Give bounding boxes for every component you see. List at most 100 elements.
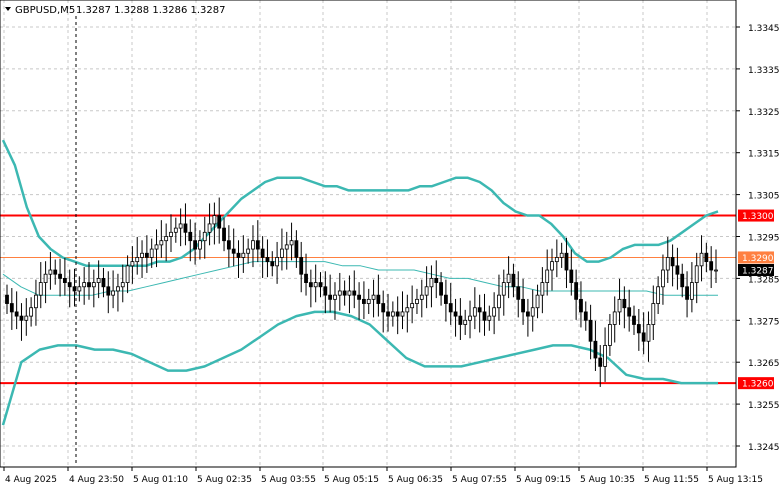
candle-body (516, 286, 521, 300)
candle-body (178, 223, 183, 229)
candle-body (689, 282, 694, 300)
candle-body (159, 240, 164, 246)
candle-body (583, 311, 588, 321)
candle-body (632, 315, 636, 325)
candle-body (318, 282, 323, 288)
candle-body (665, 257, 670, 271)
plot-frame (0, 0, 737, 468)
candle-body (140, 252, 144, 258)
candle-body (656, 286, 661, 304)
candle-body (323, 286, 328, 296)
candle-body (574, 282, 579, 300)
candle-body (661, 269, 665, 288)
candle-body (400, 311, 405, 317)
candle-body (352, 290, 357, 296)
price-tick-label: 1.3305 (748, 192, 780, 202)
candle-body (550, 261, 554, 271)
time-tick-label: 5 Aug 09:15 (516, 475, 571, 485)
candle-body (593, 340, 598, 359)
candle-body (87, 282, 91, 288)
candle-body (535, 294, 540, 309)
candle-body (458, 315, 463, 325)
candle-body (439, 282, 443, 296)
candle-body (347, 290, 352, 296)
candle-body (463, 319, 468, 325)
current-price-tag (738, 264, 774, 277)
price-axis[interactable]: 1.3345 1.3335 1.3325 1.3315 1.3305 1.3295 1.32… (736, 24, 780, 453)
candle-body (212, 215, 217, 225)
candle-body (434, 277, 439, 283)
candle-body (641, 332, 646, 342)
level-price-label: 1.3300 (742, 212, 774, 222)
candle-body (106, 286, 111, 296)
candle-body (19, 315, 24, 321)
candle-body (410, 303, 415, 309)
candle-body (487, 315, 492, 321)
candle-body (622, 298, 627, 309)
candle-body (670, 257, 675, 267)
candle-body (96, 277, 101, 283)
candle-body (390, 311, 395, 317)
time-tick-label: 5 Aug 06:35 (388, 475, 443, 485)
candle-body (173, 227, 178, 233)
level-price-tag (738, 377, 774, 390)
bollinger-bands (1, 139, 719, 426)
candle-body (554, 257, 559, 263)
time-tick-label: 5 Aug 02:35 (197, 475, 252, 485)
candle-body (627, 307, 632, 317)
candle-body (5, 294, 9, 304)
candle-body (9, 303, 14, 313)
candle-body (419, 294, 424, 300)
candle-body (342, 290, 347, 296)
candle-body (207, 223, 212, 233)
candle-body (337, 290, 342, 296)
price-tick-label: 1.3285 (748, 275, 780, 285)
level-price-tag (738, 251, 774, 264)
horizontal-levels[interactable]: 1.3300 1.3290 1.3260 1.3287 (0, 209, 774, 390)
candle-body (77, 286, 82, 292)
candle-body (43, 273, 48, 283)
bollinger-middle-line (2, 261, 718, 296)
candle-body (699, 252, 704, 267)
candle-body (675, 265, 680, 275)
candle-body (144, 252, 149, 258)
candle-body (588, 319, 593, 342)
candle-body (164, 236, 169, 242)
candle-body (564, 252, 569, 271)
candle-body (34, 294, 38, 309)
candle-body (598, 357, 603, 367)
candle-body (646, 324, 651, 342)
candle-body (183, 223, 188, 233)
candle-body (386, 311, 390, 317)
candle-body (67, 282, 72, 288)
dropdown-triangle-icon[interactable] (5, 7, 11, 11)
candle-body (453, 311, 458, 317)
candle-body (120, 282, 125, 288)
candle-body (236, 252, 241, 258)
candle-body (612, 311, 617, 325)
time-tick-label: 4 Aug 2025 (5, 475, 57, 485)
candle-body (357, 294, 361, 300)
candle-body (82, 282, 87, 288)
ohlc-values: 1.3287 1.3288 1.3286 1.3287 (76, 5, 226, 16)
candle-body (709, 261, 714, 271)
candle-body (395, 311, 400, 317)
price-tick-label: 1.3255 (748, 401, 780, 411)
candle-body (116, 286, 120, 292)
candle-body (270, 261, 275, 267)
candle-body (275, 257, 279, 267)
candle-body (468, 315, 472, 321)
candle-body (477, 307, 482, 313)
level-price-label: 1.3290 (742, 254, 774, 264)
candle-body (251, 240, 255, 250)
time-axis[interactable]: 4 Aug 2025 4 Aug 23:50 5 Aug 01:10 5 Aug 02… (3, 467, 763, 485)
candle-body (294, 240, 299, 258)
candle-body (154, 244, 159, 250)
candle-body (328, 294, 333, 300)
candle-body (685, 286, 689, 300)
price-tick-label: 1.3345 (748, 24, 780, 34)
candle-body (48, 269, 53, 275)
current-price-label: 1.3287 (742, 267, 774, 277)
